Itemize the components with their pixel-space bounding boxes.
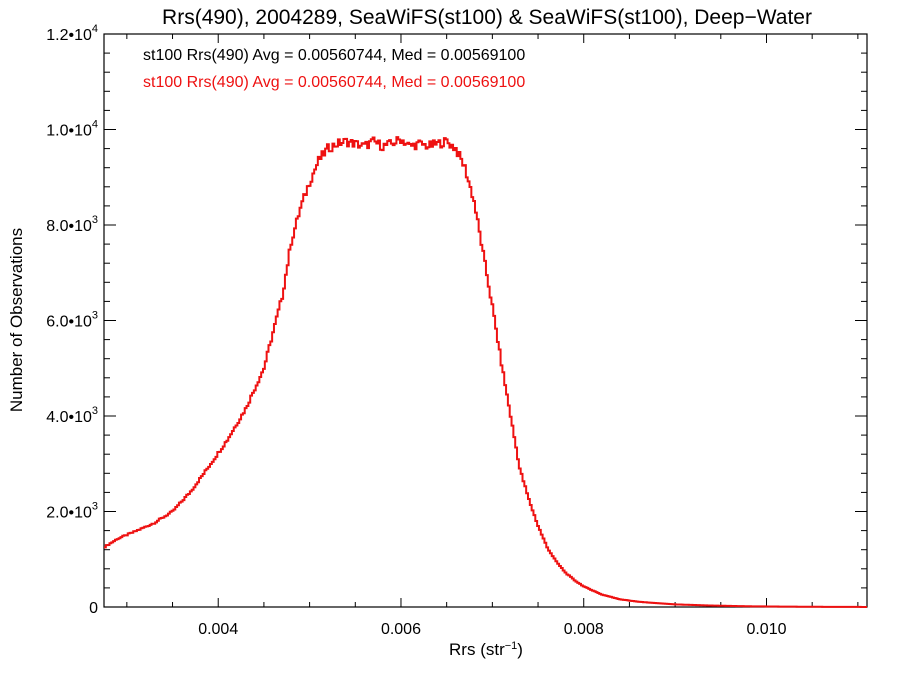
y-tick-label-3: 4.0•103 bbox=[46, 405, 98, 426]
y-tick-label-5: 8.0•103 bbox=[46, 214, 98, 235]
chart-title: Rrs(490), 2004289, SeaWiFS(st100) & SeaW… bbox=[162, 6, 812, 29]
series-layer bbox=[104, 136, 867, 608]
y-tick-label-7: 1.2•104 bbox=[46, 23, 98, 44]
x-axis-label: Rrs (str−1) bbox=[449, 640, 523, 659]
x-tick-label-3: 0.008 bbox=[564, 621, 604, 638]
legend: st100 Rrs(490) Avg = 0.00560744, Med = 0… bbox=[143, 47, 525, 91]
x-tick-label-2: 0.006 bbox=[381, 621, 421, 638]
y-tick-label-4: 6.0•103 bbox=[46, 310, 98, 331]
x-tick-label-1: 0.004 bbox=[198, 621, 238, 638]
plot-frame bbox=[103, 33, 868, 608]
y-tick-label-2: 2.0•103 bbox=[46, 501, 98, 522]
x-axis-label-sup: −1 bbox=[505, 640, 518, 652]
legend-entry-2: st100 Rrs(490) Avg = 0.00560744, Med = 0… bbox=[143, 74, 525, 91]
y-axis-label: Number of Observations bbox=[7, 228, 26, 412]
x-axis-label-end: ) bbox=[517, 640, 523, 659]
legend-entry-1: st100 Rrs(490) Avg = 0.00560744, Med = 0… bbox=[143, 47, 525, 64]
y-tick-label-1: 0 bbox=[89, 600, 98, 617]
axis-ticks: 0.004 0.006 0.008 0.010 0 2.0•103 4.0•103 6.0•1… bbox=[46, 23, 867, 638]
y-tick-label-6: 1.0•104 bbox=[46, 119, 98, 140]
x-axis-label-base: Rrs (str bbox=[449, 640, 505, 659]
histogram-series-1 bbox=[104, 136, 867, 608]
x-tick-label-4: 0.010 bbox=[746, 621, 786, 638]
